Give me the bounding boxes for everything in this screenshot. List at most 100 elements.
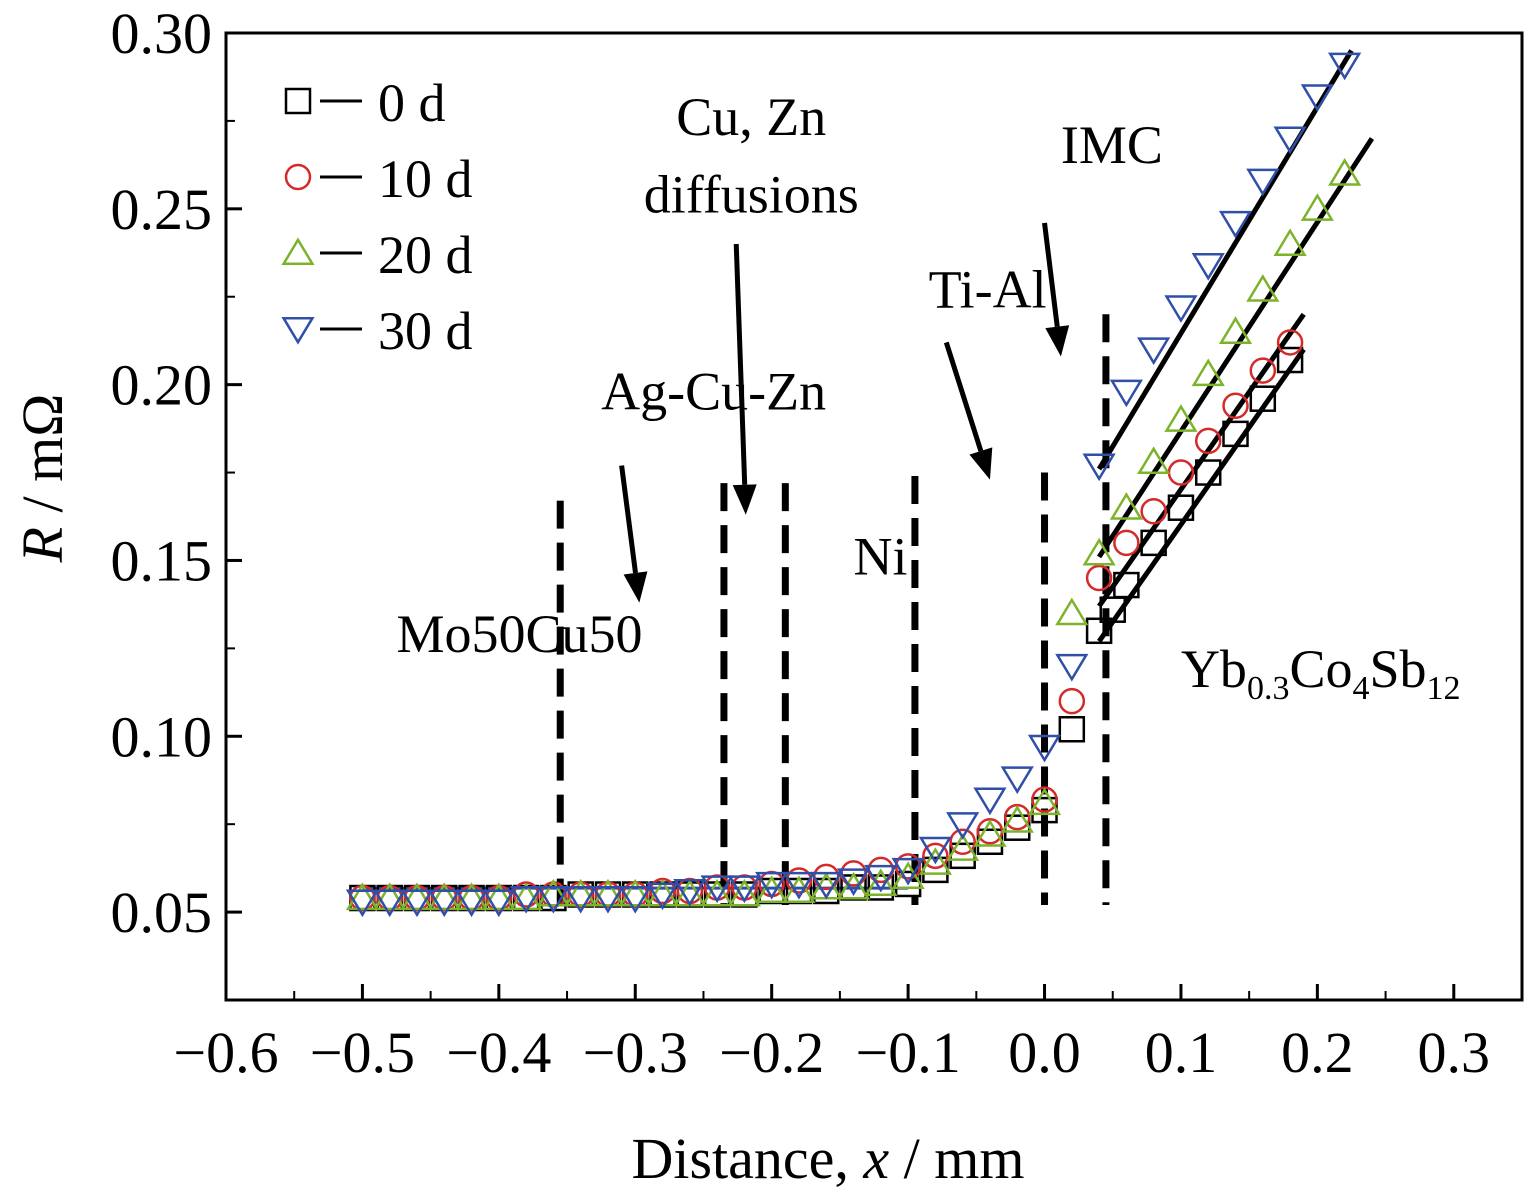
data-point <box>673 878 707 907</box>
data-point <box>813 877 840 905</box>
data-point <box>482 882 516 911</box>
y-axis-title: R / mΩ <box>10 394 75 564</box>
data-point <box>1058 687 1086 715</box>
annotation-formula: Yb0.3Co4Sb12 <box>1181 639 1461 707</box>
data-point <box>1218 316 1253 344</box>
annotations: Mo50Cu50 Ag-Cu-Zn Ni Ti-Al IMC Cu, Zn diffusio… <box>397 87 1461 707</box>
legend-label: 30 d <box>378 301 473 361</box>
x-tick-label: −0.2 <box>719 1020 824 1085</box>
data-point <box>1273 126 1307 155</box>
legend-marker <box>281 237 315 266</box>
legend: 0 d 10 d 20 d 30 d <box>281 73 473 361</box>
data-point <box>727 875 762 904</box>
data-point <box>645 882 680 911</box>
data-point <box>1058 715 1086 743</box>
legend-entry: 30 d <box>281 301 473 361</box>
data-point <box>946 812 980 840</box>
data-point <box>618 885 652 914</box>
data-point <box>1109 379 1143 408</box>
arrow-shaft <box>733 243 748 485</box>
data-point <box>700 878 734 907</box>
data-point <box>1082 453 1116 482</box>
data-point <box>1273 228 1307 257</box>
data-point <box>536 878 571 907</box>
formula-element: Co <box>1289 639 1352 699</box>
data-point <box>1140 529 1167 557</box>
x-tick-label: −0.1 <box>855 1020 960 1085</box>
data-point <box>1164 404 1198 432</box>
y-tick-label: 0.10 <box>111 704 213 769</box>
legend-label: 20 d <box>378 225 473 285</box>
data-point <box>1218 210 1253 239</box>
y-tick-label: 0.30 <box>111 1 213 66</box>
annotation-label: diffusions <box>644 164 859 224</box>
data-markers <box>345 52 1362 918</box>
data-point <box>564 878 598 907</box>
arrow-head <box>732 484 757 515</box>
data-point <box>785 867 813 894</box>
x-tick-label: −0.4 <box>446 1020 551 1085</box>
data-point <box>864 864 898 893</box>
data-point <box>1000 805 1034 833</box>
data-point <box>1113 529 1140 557</box>
data-point <box>918 836 952 865</box>
data-point <box>427 889 461 918</box>
x-axis-title: Distance, x / mm <box>631 1126 1024 1191</box>
data-point <box>891 857 925 886</box>
data-point <box>973 819 1007 847</box>
x-tick-label: 0.2 <box>1281 1020 1354 1085</box>
data-point <box>1085 564 1113 592</box>
legend-marker <box>284 163 312 191</box>
data-point <box>1167 459 1195 486</box>
y-tick-label: 0.15 <box>111 528 213 593</box>
data-point <box>591 878 625 907</box>
data-point <box>755 871 789 900</box>
data-point <box>700 875 734 904</box>
data-point <box>373 882 407 911</box>
data-point <box>400 882 434 911</box>
x-tick-label: −0.3 <box>583 1020 688 1085</box>
annotation-label: Ti-Al <box>929 259 1047 319</box>
data-point <box>536 885 571 914</box>
data-point <box>1276 346 1304 374</box>
data-point <box>1027 787 1062 816</box>
plot-frame <box>224 31 1524 1002</box>
annotation-label: IMC <box>1061 115 1163 175</box>
data-point <box>973 787 1007 816</box>
formula-subscript: 0.3 <box>1247 670 1290 707</box>
data-point <box>1109 492 1143 520</box>
annotation-arrow <box>1042 222 1070 357</box>
data-point <box>454 882 489 911</box>
data-point <box>1300 193 1334 221</box>
data-point <box>809 871 843 900</box>
series-20-d <box>345 158 1362 911</box>
data-point <box>618 878 652 907</box>
data-point <box>482 889 516 918</box>
fit-line <box>1097 137 1375 559</box>
data-point <box>1000 766 1034 795</box>
y-tick-label: 0.20 <box>111 353 213 418</box>
arrow-head <box>623 571 648 603</box>
arrow-shaft <box>1042 222 1060 328</box>
data-point <box>1113 571 1140 599</box>
data-point <box>564 885 598 914</box>
arrow-head <box>1045 325 1070 357</box>
data-point <box>836 868 871 897</box>
data-point <box>1140 497 1167 525</box>
data-point <box>1055 597 1089 626</box>
formula-element: Yb <box>1181 639 1247 699</box>
data-point <box>1194 427 1222 455</box>
data-point <box>591 885 625 914</box>
axes: −0.6 −0.5 −0.4 −0.3 −0.2 −0.1 0.0 0.1 0.2 0.3 0.05… <box>111 1 1524 1085</box>
data-point <box>1164 295 1198 323</box>
annotation-arrow <box>732 243 757 515</box>
y-tick-label: 0.05 <box>111 880 213 945</box>
fit-line <box>1096 49 1354 471</box>
interface-boundaries <box>556 314 1110 906</box>
legend-entry: 0 d <box>284 73 446 133</box>
series-30-d <box>345 52 1362 918</box>
data-point <box>1222 420 1249 448</box>
data-point <box>1246 168 1280 197</box>
legend-label: 10 d <box>378 149 473 209</box>
